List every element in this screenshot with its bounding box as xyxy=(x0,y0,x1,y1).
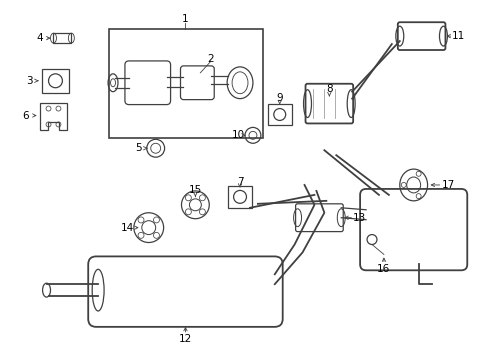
Text: 5: 5 xyxy=(135,143,142,153)
Text: 12: 12 xyxy=(179,334,192,344)
Text: 6: 6 xyxy=(22,111,29,121)
Bar xyxy=(267,104,291,125)
Text: 13: 13 xyxy=(352,213,365,223)
Text: 8: 8 xyxy=(325,84,332,94)
Text: 1: 1 xyxy=(182,14,188,24)
Text: 17: 17 xyxy=(441,180,454,190)
Text: 14: 14 xyxy=(121,222,134,233)
Text: 4: 4 xyxy=(36,33,43,43)
Bar xyxy=(53,33,71,43)
Bar xyxy=(228,186,251,208)
Text: 15: 15 xyxy=(188,185,202,195)
Bar xyxy=(109,29,263,138)
Text: 10: 10 xyxy=(231,130,244,140)
Text: 16: 16 xyxy=(377,264,390,274)
Text: 7: 7 xyxy=(236,177,243,187)
Text: 9: 9 xyxy=(276,93,283,103)
Text: 3: 3 xyxy=(26,76,33,86)
Text: 2: 2 xyxy=(206,54,213,64)
Text: 11: 11 xyxy=(451,31,464,41)
Bar xyxy=(41,69,69,93)
